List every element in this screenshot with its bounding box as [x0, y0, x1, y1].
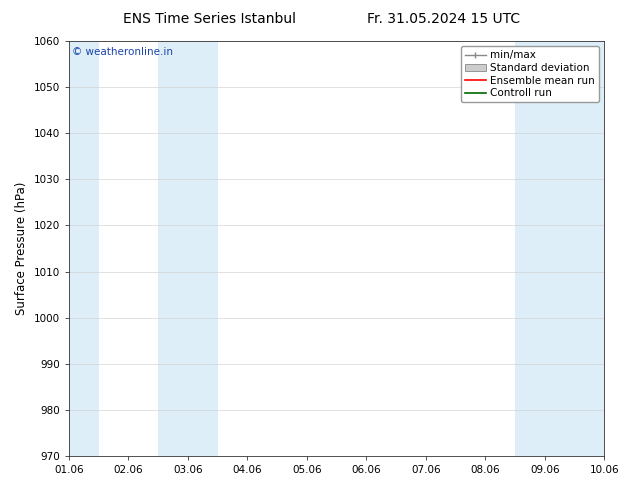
Bar: [158, 41, 217, 456]
Text: © weatheronline.in: © weatheronline.in: [72, 47, 172, 57]
Legend: min/max, Standard deviation, Ensemble mean run, Controll run: min/max, Standard deviation, Ensemble me…: [461, 46, 599, 102]
Y-axis label: Surface Pressure (hPa): Surface Pressure (hPa): [15, 182, 28, 315]
Bar: [39, 41, 98, 456]
Bar: [574, 41, 634, 456]
Text: ENS Time Series Istanbul: ENS Time Series Istanbul: [123, 12, 295, 26]
Text: Fr. 31.05.2024 15 UTC: Fr. 31.05.2024 15 UTC: [367, 12, 521, 26]
Bar: [515, 41, 574, 456]
